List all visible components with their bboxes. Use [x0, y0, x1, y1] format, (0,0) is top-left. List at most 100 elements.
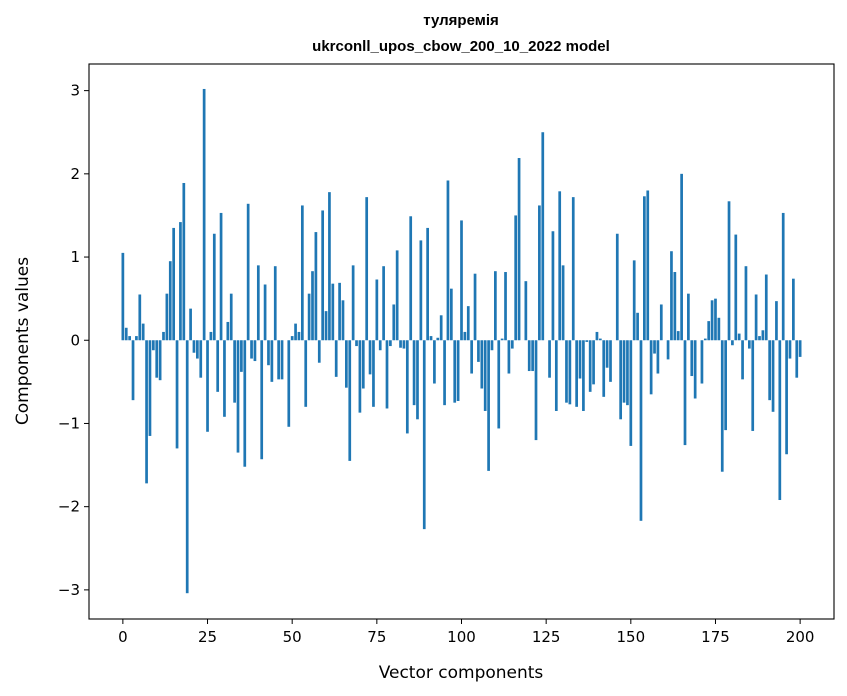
bar-142 [602, 340, 606, 397]
bar-73 [368, 340, 372, 375]
bar-199 [795, 340, 799, 378]
x-tick-label: 200 [786, 628, 815, 646]
bar-187 [754, 294, 758, 341]
bar-22 [196, 340, 199, 359]
bar-108 [487, 340, 490, 471]
x-axis-ticks: 0 25 50 75 100 125 150 175 200 [118, 619, 814, 646]
bar-75 [375, 279, 379, 341]
bar-47 [280, 340, 284, 380]
bar-130 [561, 265, 565, 341]
chart-title: туляремія [423, 12, 498, 29]
bar-49 [287, 340, 291, 427]
y-tick-label: −2 [58, 498, 80, 516]
bar-3 [131, 340, 135, 401]
bar-174 [710, 300, 714, 341]
bar-185 [747, 340, 751, 349]
bar-101 [463, 331, 467, 341]
bar-157 [653, 340, 656, 354]
bar-88 [419, 240, 423, 341]
bar-13 [165, 293, 169, 341]
bar-190 [764, 274, 768, 341]
bar-97 [449, 288, 453, 341]
bar-68 [351, 265, 355, 341]
bar-33 [233, 340, 236, 403]
bar-63 [334, 340, 338, 377]
y-tick-label: 2 [70, 165, 80, 183]
bar-148 [622, 340, 626, 403]
bar-17 [179, 222, 182, 341]
bar-41 [260, 340, 264, 460]
bar-37 [246, 203, 250, 341]
bar-105 [477, 340, 480, 362]
bar-103 [470, 340, 474, 374]
bar-62 [331, 283, 335, 341]
bar-74 [372, 340, 375, 407]
bar-79 [389, 340, 392, 347]
bar-94 [439, 315, 443, 341]
bar-57 [314, 232, 318, 341]
bar-156 [649, 340, 653, 395]
bar-45 [273, 266, 277, 341]
y-tick-label: 1 [70, 248, 80, 266]
y-tick-label: −3 [58, 581, 80, 599]
bar-12 [162, 331, 165, 341]
bar-36 [243, 340, 247, 467]
x-tick-label: 175 [701, 628, 730, 646]
x-tick-label: 150 [616, 628, 645, 646]
bars-group [121, 88, 802, 594]
x-tick-label: 125 [532, 628, 561, 646]
bar-158 [656, 340, 660, 374]
bar-162 [670, 251, 673, 341]
bar-51 [294, 323, 297, 341]
x-axis-label: Vector components [379, 663, 544, 683]
bar-78 [385, 340, 389, 409]
bar-85 [409, 216, 413, 341]
x-tick-label: 75 [367, 628, 386, 646]
bar-169 [693, 340, 697, 399]
bar-20 [189, 308, 192, 341]
bar-82 [399, 340, 402, 348]
bar-87 [416, 340, 419, 420]
bar-70 [358, 340, 362, 413]
bar-72 [365, 197, 369, 341]
bar-42 [263, 284, 267, 341]
bar-177 [720, 340, 724, 472]
bar-180 [731, 340, 734, 346]
bar-16 [175, 340, 179, 449]
bar-92 [433, 340, 436, 384]
bar-69 [355, 340, 358, 347]
bar-10 [155, 340, 159, 378]
bar-38 [250, 340, 253, 359]
bar-149 [626, 340, 629, 406]
bar-110 [494, 271, 497, 341]
bar-129 [558, 191, 562, 341]
bar-59 [321, 210, 325, 341]
bar-80 [392, 304, 396, 341]
bar-161 [666, 340, 670, 360]
bar-93 [436, 337, 440, 341]
bar-66 [345, 340, 348, 388]
bar-30 [223, 340, 226, 417]
bar-153 [639, 340, 643, 521]
bar-173 [707, 321, 711, 341]
bar-25 [206, 340, 209, 432]
bar-182 [737, 333, 741, 341]
bar-21 [192, 340, 196, 353]
bar-143 [605, 340, 609, 368]
bar-195 [781, 212, 785, 341]
bar-141 [598, 338, 602, 341]
plot-frame [88, 63, 835, 620]
bar-65 [341, 300, 345, 341]
bar-151 [632, 260, 636, 341]
bar-50 [290, 336, 294, 341]
bar-194 [778, 340, 782, 501]
bar-0 [121, 252, 125, 341]
bar-155 [646, 190, 650, 341]
bar-106 [480, 340, 484, 389]
bar-114 [507, 340, 511, 374]
bar-176 [717, 317, 721, 341]
y-tick-label: 0 [70, 331, 80, 349]
bar-181 [734, 234, 738, 341]
bar-77 [382, 266, 385, 341]
